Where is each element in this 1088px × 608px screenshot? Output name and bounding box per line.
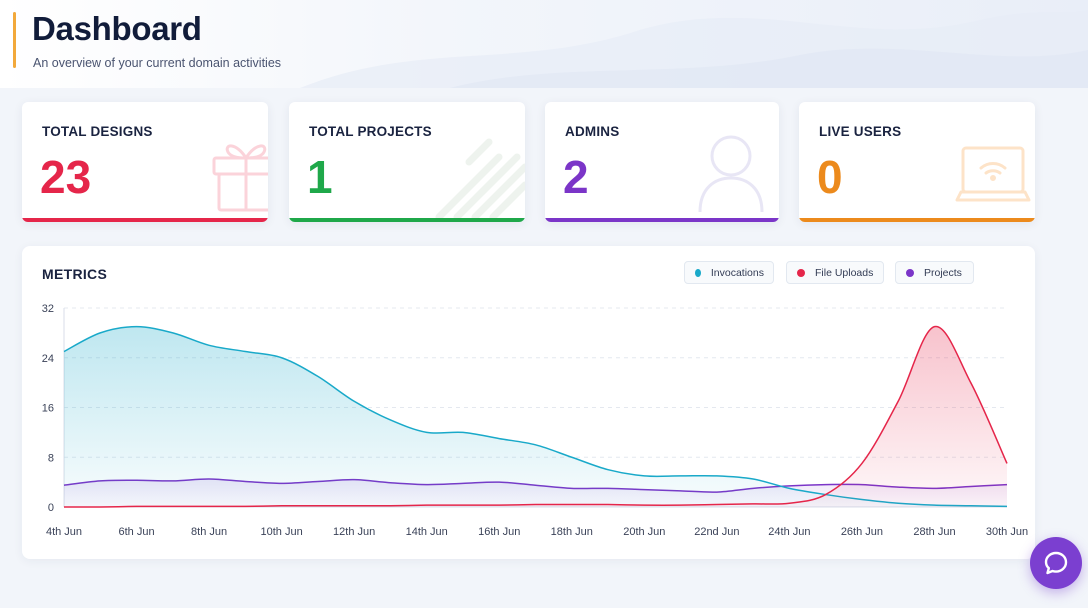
y-tick-label: 16 <box>42 403 54 415</box>
gift-icon <box>212 144 268 212</box>
series-area-invocations <box>64 326 1007 507</box>
x-tick-label: 14th Jun <box>406 526 448 538</box>
x-tick-label: 12th Jun <box>333 526 375 538</box>
legend-dot <box>797 268 805 277</box>
card-value: 23 <box>40 151 92 203</box>
legend-dot <box>695 268 701 277</box>
user-icon <box>698 135 764 213</box>
chat-button[interactable] <box>1030 537 1082 589</box>
y-tick-label: 8 <box>48 452 54 464</box>
laptop-wifi-icon <box>955 146 1031 202</box>
legend-label: Invocations <box>710 266 764 279</box>
x-tick-label: 28th Jun <box>913 526 955 538</box>
y-tick-label: 32 <box>42 303 54 315</box>
series-area-file-uploads <box>64 326 1007 507</box>
x-tick-label: 22nd Jun <box>694 526 739 538</box>
legend-dot <box>906 268 914 277</box>
x-tick-label: 6th Jun <box>118 526 154 538</box>
x-tick-label: 10th Jun <box>261 526 303 538</box>
card-admins[interactable]: ADMINS 2 <box>545 102 779 222</box>
card-accent-bar <box>22 218 268 222</box>
header-background <box>0 0 1088 88</box>
stripes-icon <box>435 138 525 221</box>
metrics-chart: 0 8 16 24 32 4th Jun 6th Jun 8th Jun 10th Jun 12t… <box>42 303 1028 538</box>
card-accent-bar <box>545 218 779 222</box>
x-tick-label: 20th Jun <box>623 526 665 538</box>
card-accent-bar <box>799 218 1035 222</box>
legend-projects[interactable]: Projects <box>895 261 974 284</box>
card-label: TOTAL DESIGNS <box>42 124 153 139</box>
series-line-file-uploads <box>64 325 1008 508</box>
chat-bubble-icon <box>1044 551 1068 575</box>
x-tick-label: 8th Jun <box>191 526 227 538</box>
x-tick-label: 26th Jun <box>841 526 883 538</box>
card-live-users[interactable]: LIVE USERS 0 <box>799 102 1035 222</box>
legend-label: Projects <box>924 266 962 279</box>
metrics-title: METRICS <box>42 266 108 282</box>
card-accent-bar <box>289 218 525 222</box>
x-tick-label: 18th Jun <box>551 526 593 538</box>
legend-label: File Uploads <box>815 266 874 279</box>
card-label: ADMINS <box>565 124 620 139</box>
page-title: Dashboard <box>32 10 202 47</box>
x-tick-label: 16th Jun <box>478 526 520 538</box>
metrics-panel: 0 8 16 24 32 4th Jun 6th Jun 8th Jun 10th Jun 12t… <box>22 246 1035 559</box>
card-label: TOTAL PROJECTS <box>309 124 432 139</box>
x-tick-label: 24th Jun <box>768 526 810 538</box>
page-subtitle: An overview of your current domain activ… <box>33 56 282 70</box>
card-value: 2 <box>563 151 589 203</box>
card-total-projects[interactable]: TOTAL PROJECTS 1 <box>289 102 525 222</box>
legend-file-uploads[interactable]: File Uploads <box>786 261 884 284</box>
y-tick-label: 0 <box>48 502 54 514</box>
title-accent-bar <box>13 12 16 68</box>
card-value: 0 <box>817 151 843 203</box>
legend-invocations[interactable]: Invocations <box>684 261 774 284</box>
y-tick-label: 24 <box>42 353 54 365</box>
card-label: LIVE USERS <box>819 124 902 139</box>
x-tick-label: 30th Jun <box>986 526 1028 538</box>
x-tick-label: 4th Jun <box>46 526 82 538</box>
card-value: 1 <box>307 151 333 203</box>
card-total-designs[interactable]: TOTAL DESIGNS 23 <box>22 102 268 222</box>
